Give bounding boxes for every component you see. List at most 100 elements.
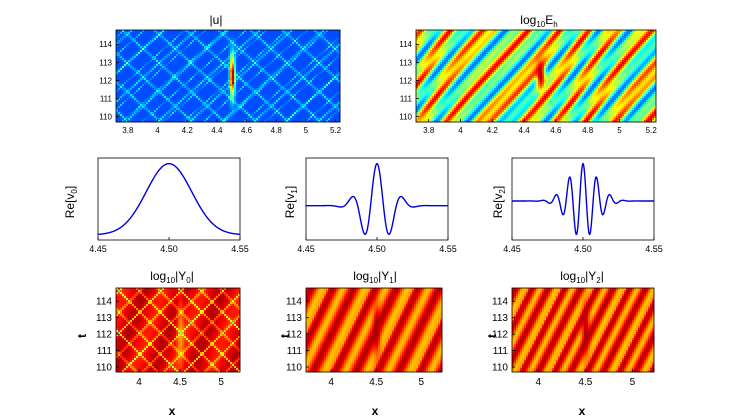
top_left-cell: [126, 84, 129, 87]
top_left-cell: [178, 116, 181, 119]
top_left-cell: [266, 38, 269, 41]
top_left-cell: [122, 100, 125, 103]
top_left-cell: [120, 82, 123, 85]
top_left-cell: [280, 110, 283, 113]
top_left-cell: [168, 76, 171, 79]
top_left-cell: [270, 44, 273, 47]
top_left-cell: [248, 32, 251, 35]
top_left-cell: [292, 94, 295, 97]
top_left-cell: [128, 100, 131, 103]
top_left-cell: [258, 56, 261, 59]
top_left-cell: [182, 92, 185, 95]
top_left-cell: [336, 40, 339, 43]
top_left-cell: [172, 62, 175, 65]
top_left-cell: [330, 98, 333, 101]
top_left-cell: [244, 94, 247, 97]
top_left-cell: [282, 96, 285, 99]
top_left-cell: [324, 74, 327, 77]
top_left-cell: [290, 52, 293, 55]
top_left-cell: [162, 112, 165, 115]
top_left-cell: [252, 94, 255, 97]
top_left-cell: [130, 40, 133, 43]
top_left-cell: [276, 104, 279, 107]
top_left-cell: [154, 88, 157, 91]
top_left-cell: [158, 38, 161, 41]
top_left-cell: [198, 44, 201, 47]
top_left-cell: [258, 74, 261, 77]
top_left-cell: [254, 56, 257, 59]
top_left-cell: [192, 84, 195, 87]
top_left-cell: [162, 60, 165, 63]
top_left-cell: [280, 90, 283, 93]
top_left-cell: [230, 96, 233, 99]
top_left-cell: [274, 68, 277, 71]
top_left-cell: [292, 36, 295, 39]
top_left-cell: [200, 92, 203, 95]
top_left-cell: [282, 32, 285, 35]
top_left-cell: [158, 68, 161, 71]
top_left-cell: [266, 56, 269, 59]
top_left-cell: [156, 90, 159, 93]
top_left-cell: [218, 48, 221, 51]
top_left-cell: [154, 46, 157, 49]
top_left-cell: [146, 42, 149, 45]
top_left-cell: [174, 110, 177, 113]
top_left-cell: [320, 82, 323, 85]
top_left-cell: [298, 38, 301, 41]
top_left-cell: [282, 60, 285, 63]
top_left-cell: [308, 104, 311, 107]
top_left-cell: [308, 116, 311, 119]
top_left-cell: [316, 90, 319, 93]
top_left-cell: [298, 42, 301, 45]
top_left-cell: [178, 66, 181, 69]
top_left-cell: [212, 92, 215, 95]
top_left-cell: [116, 36, 119, 39]
top_left-cell: [298, 46, 301, 49]
top_left-cell: [200, 108, 203, 111]
top_left-cell: [210, 52, 213, 55]
top_left-cell: [334, 104, 337, 107]
top_left-cell: [126, 78, 129, 81]
top_left-cell: [138, 56, 141, 59]
top_left-cell: [118, 32, 121, 35]
top_left-cell: [272, 116, 275, 119]
top_left-cell: [256, 100, 259, 103]
top_left-cell: [240, 68, 243, 71]
top_left-cell: [202, 92, 205, 95]
top_left-cell: [292, 116, 295, 119]
ylabel-bottom-left: t: [75, 334, 89, 338]
top_left-cell: [302, 48, 305, 51]
top_left-cell: [172, 56, 175, 59]
top_left-cell: [116, 32, 119, 35]
top_left-cell: [152, 64, 155, 67]
top_left-cell: [176, 34, 179, 37]
top_left-cell: [286, 80, 289, 83]
top_left-cell: [170, 80, 173, 83]
top_left-cell: [192, 58, 195, 61]
top_left-cell: [208, 112, 211, 115]
top_left-cell: [240, 50, 243, 53]
top_left-cell: [224, 118, 227, 121]
top_left-cell: [334, 92, 337, 95]
top_left-cell: [126, 106, 129, 109]
top_left-cell: [286, 38, 289, 41]
top_left-cell: [214, 54, 217, 57]
top_left-cell: [334, 44, 337, 47]
top_left-cell: [324, 110, 327, 113]
top_left-cell: [122, 76, 125, 79]
top_left-cell: [130, 86, 133, 89]
top_left-cell: [180, 82, 183, 85]
top_left-cell: [332, 38, 335, 41]
top_left-cell: [164, 40, 167, 43]
top_left-cell: [302, 96, 305, 99]
top_left-cell: [246, 80, 249, 83]
top_left-cell: [140, 64, 143, 67]
top_left-cell: [324, 56, 327, 59]
top_left-cell: [296, 90, 299, 93]
top_left-cell: [158, 44, 161, 47]
top_left-cell: [116, 86, 119, 89]
top_left-cell: [126, 62, 129, 65]
top_left-cell: [264, 98, 267, 101]
top_left-cell: [212, 90, 215, 93]
top_left-cell: [218, 44, 221, 47]
